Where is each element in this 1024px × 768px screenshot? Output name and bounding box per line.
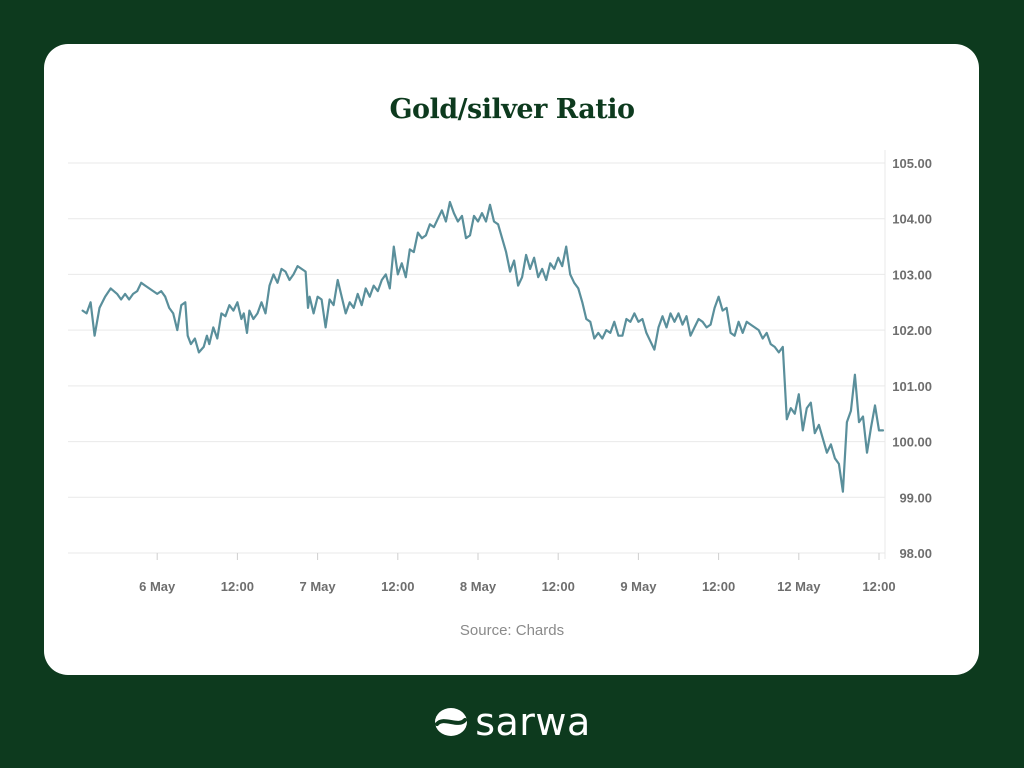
x-tick-label: 12 May [777, 579, 821, 594]
sarwa-logo-icon [435, 708, 468, 736]
x-tick-label: 12:00 [381, 579, 414, 594]
series-line [81, 200, 885, 493]
y-tick-label: 102.00 [892, 323, 932, 338]
y-tick-label: 99.00 [899, 490, 932, 505]
y-tick-label: 100.00 [892, 435, 932, 450]
y-tick-label: 101.00 [892, 379, 932, 394]
x-tick-label: 12:00 [221, 579, 254, 594]
y-tick-label: 103.00 [892, 267, 932, 282]
x-tick-label: 9 May [620, 579, 657, 594]
x-tick-label: 8 May [460, 579, 497, 594]
x-tick-label: 12:00 [542, 579, 575, 594]
y-tick-label: 105.00 [892, 156, 932, 171]
chart-card [44, 44, 979, 675]
brand-name: sarwa [475, 700, 591, 744]
x-tick-label: 7 May [300, 579, 337, 594]
x-tick-label: 12:00 [702, 579, 735, 594]
source-note: Source: Chards [459, 622, 565, 639]
y-tick-label: 104.00 [892, 212, 932, 227]
x-tick-label: 6 May [139, 579, 176, 594]
x-tick-label: 12:00 [862, 579, 895, 594]
brand-logo: sarwa [0, 700, 1024, 744]
chart-title: Gold/silver Ratio [389, 94, 635, 125]
y-tick-label: 98.00 [899, 546, 932, 561]
